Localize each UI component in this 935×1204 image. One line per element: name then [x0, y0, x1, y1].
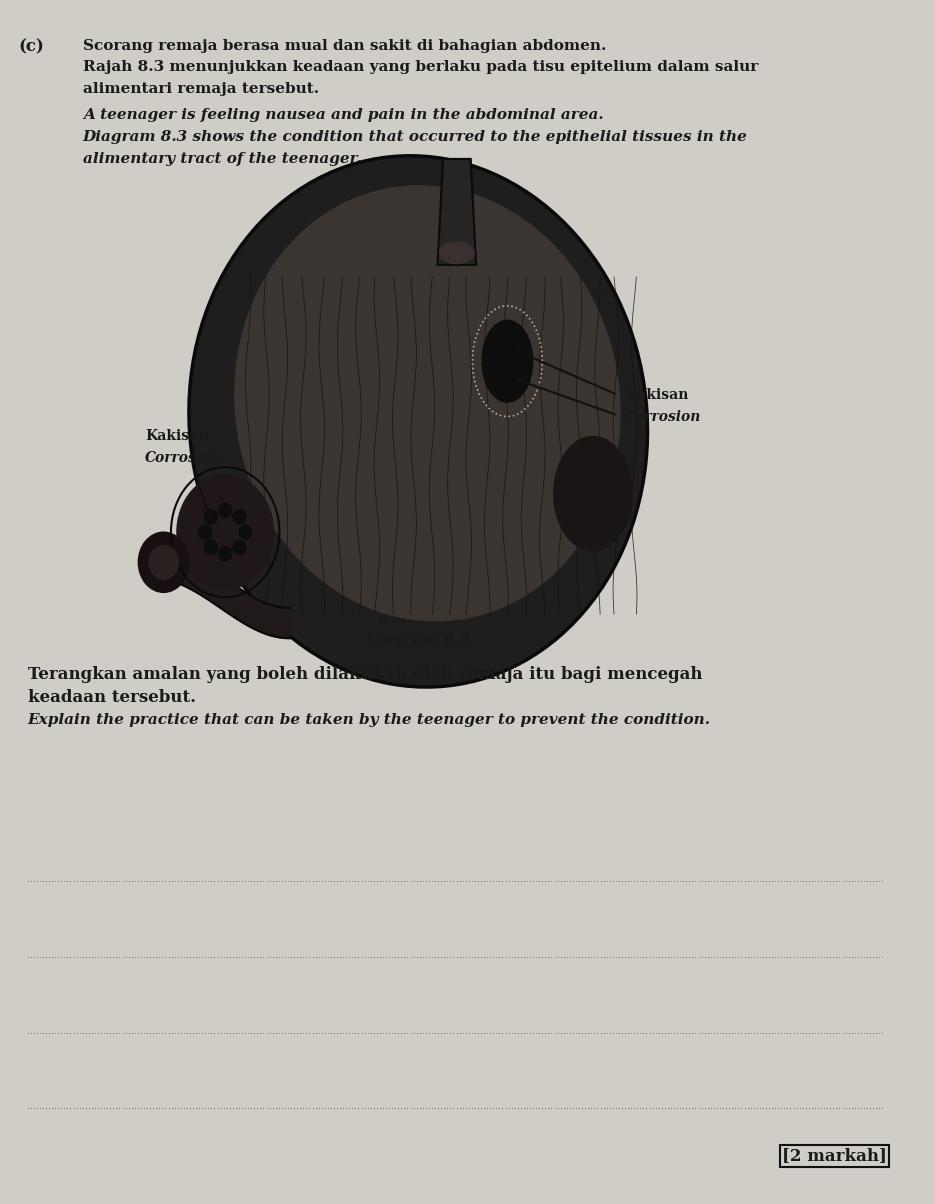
Text: [2 markah]: [2 markah]	[782, 1147, 887, 1164]
Ellipse shape	[439, 242, 474, 264]
Text: Diagram 8.3 shows the condition that occurred to the epithelial tissues in the: Diagram 8.3 shows the condition that occ…	[82, 130, 748, 144]
Text: Rajah 8.3 menunjukkan keadaan yang berlaku pada tisu epitelium dalam salur: Rajah 8.3 menunjukkan keadaan yang berla…	[82, 60, 758, 75]
Ellipse shape	[482, 320, 533, 402]
Text: alimentari remaja tersebut.: alimentari remaja tersebut.	[82, 82, 319, 96]
Text: Scorang remaja berasa mual dan sakit di bahagian abdomen.: Scorang remaja berasa mual dan sakit di …	[82, 39, 606, 53]
Text: Corrosion: Corrosion	[145, 450, 222, 465]
Ellipse shape	[554, 437, 632, 550]
Text: (c): (c)	[19, 39, 44, 55]
Text: Terangkan amalan yang boleh dilakukan oleh remaja itu bagi mencegah: Terangkan amalan yang boleh dilakukan ol…	[27, 666, 702, 683]
Ellipse shape	[235, 185, 620, 621]
Ellipse shape	[205, 541, 217, 555]
Text: Explain the practice that can be taken by the teenager to prevent the condition.: Explain the practice that can be taken b…	[27, 713, 711, 727]
Ellipse shape	[177, 474, 273, 589]
Text: Corrosion: Corrosion	[625, 409, 701, 424]
Ellipse shape	[205, 509, 217, 524]
Text: Kakisan: Kakisan	[145, 429, 209, 443]
Ellipse shape	[219, 547, 232, 561]
Ellipse shape	[239, 525, 252, 539]
Text: alimentary tract of the teenager.: alimentary tract of the teenager.	[82, 152, 361, 166]
Text: A teenager is feeling nausea and pain in the abdominal area.: A teenager is feeling nausea and pain in…	[82, 108, 603, 123]
Ellipse shape	[233, 541, 246, 555]
Ellipse shape	[198, 525, 211, 539]
Ellipse shape	[189, 155, 648, 687]
Text: Rajah 8.3: Rajah 8.3	[378, 612, 459, 626]
Polygon shape	[438, 159, 476, 265]
Ellipse shape	[149, 545, 179, 579]
Text: Kakisan: Kakisan	[625, 388, 688, 402]
Text: Diagram 8.3: Diagram 8.3	[366, 633, 471, 648]
Ellipse shape	[138, 532, 189, 592]
Ellipse shape	[219, 503, 232, 518]
Ellipse shape	[233, 509, 246, 524]
Text: keadaan tersebut.: keadaan tersebut.	[27, 689, 195, 706]
